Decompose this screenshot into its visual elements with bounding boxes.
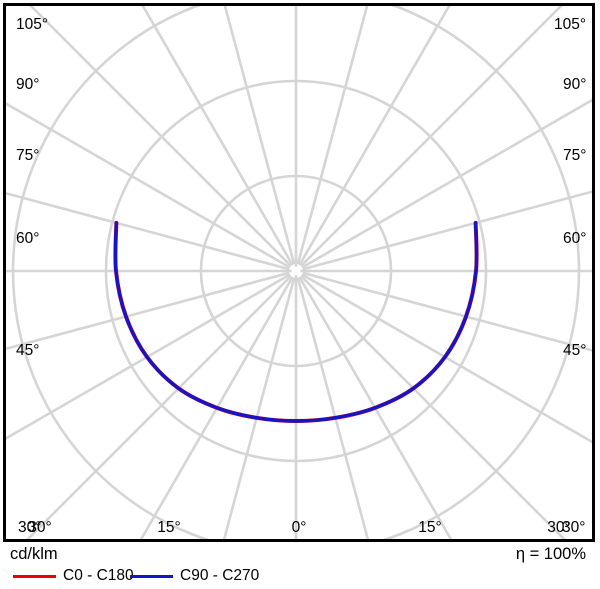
angle-tick-right-5: 30° bbox=[562, 519, 586, 536]
grid-spoke--45 bbox=[26, 270, 297, 539]
chart-legend: cd/klm η = 100% C0 - C180 C90 - C270 bbox=[0, 542, 600, 589]
polar-grid-and-curves bbox=[6, 6, 592, 539]
angle-tick-left-0: 105° bbox=[16, 16, 49, 33]
efficiency-label: η = 100% bbox=[515, 545, 586, 563]
grid-circle-1 bbox=[104, 79, 488, 463]
angle-tick-bottom-0: 30° bbox=[28, 519, 52, 536]
grid-spoke-30 bbox=[294, 270, 453, 539]
curve-c90-c270 bbox=[113, 221, 479, 423]
grid-spoke--120 bbox=[6, 102, 297, 273]
grid-circle-2 bbox=[11, 6, 581, 539]
grid-spoke-120 bbox=[295, 98, 592, 273]
grid-spoke--135 bbox=[29, 6, 297, 272]
polar-grid bbox=[6, 6, 592, 539]
distribution-curves bbox=[113, 220, 479, 423]
angle-tick-left-4: 45° bbox=[16, 342, 40, 359]
legend-entry-0[interactable]: C0 - C180 bbox=[13, 566, 134, 586]
legend-swatch-1 bbox=[130, 574, 173, 578]
plot-area: 105° 90° 75° 60° 45° 30° 105° 90° 75° 60° 45° 30° 30… bbox=[3, 3, 595, 542]
grid-spoke-135 bbox=[295, 6, 563, 272]
angle-tick-left-3: 60° bbox=[16, 230, 40, 247]
unit-label: cd/klm bbox=[10, 545, 58, 563]
angle-tick-right-3: 60° bbox=[563, 230, 587, 247]
grid-spoke-45 bbox=[295, 270, 566, 539]
grid-spoke--15 bbox=[222, 270, 298, 539]
grid-spoke--150 bbox=[141, 6, 298, 272]
grid-spoke--75 bbox=[6, 269, 297, 351]
grid-spoke-165 bbox=[294, 6, 369, 272]
grid-spoke-60 bbox=[295, 269, 592, 444]
grid-spoke-75 bbox=[295, 269, 592, 352]
legend-label-1: C90 - C270 bbox=[180, 567, 260, 584]
angle-tick-right-1: 90° bbox=[563, 76, 587, 93]
grid-spoke-15 bbox=[294, 270, 370, 539]
legend-entry-1[interactable]: C90 - C270 bbox=[130, 566, 259, 586]
angle-tick-right-0: 105° bbox=[554, 16, 587, 33]
grid-spoke--105 bbox=[6, 191, 297, 273]
grid-spoke-105 bbox=[295, 190, 592, 273]
angle-tick-left-2: 75° bbox=[16, 147, 40, 164]
angle-tick-left-1: 90° bbox=[16, 76, 40, 93]
angle-tick-bottom-1: 15° bbox=[157, 519, 181, 536]
grid-circle-0 bbox=[199, 174, 393, 368]
legend-swatch-0 bbox=[13, 574, 56, 578]
angle-tick-right-4: 45° bbox=[563, 342, 587, 359]
angle-tick-right-2: 75° bbox=[563, 147, 587, 164]
grid-center-dot bbox=[291, 266, 301, 276]
grid-spoke--60 bbox=[6, 269, 297, 440]
grid-spoke-150 bbox=[294, 6, 451, 272]
legend-label-0: C0 - C180 bbox=[63, 567, 134, 584]
grid-spoke--30 bbox=[139, 270, 298, 539]
angle-tick-bottom-3: 15° bbox=[418, 519, 442, 536]
angle-tick-left-5: 30° bbox=[18, 519, 42, 536]
grid-spoke--165 bbox=[223, 6, 298, 272]
angle-tick-bottom-2: 0° bbox=[291, 519, 307, 536]
angle-tick-bottom-4: 30° bbox=[547, 519, 571, 536]
